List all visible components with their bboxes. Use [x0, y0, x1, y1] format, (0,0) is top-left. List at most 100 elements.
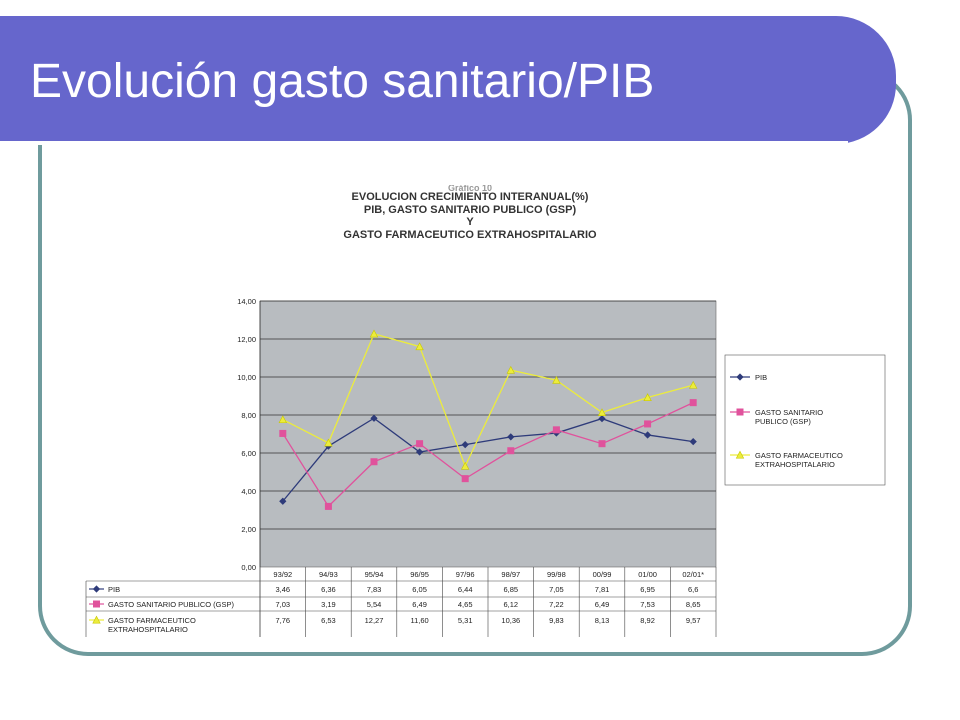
title-bar: Evolución gasto sanitario/PIB [0, 16, 896, 145]
table-row-label: GASTO FARMACEUTICO [108, 616, 196, 625]
data-point-pib [370, 414, 378, 422]
table-value: 6,12 [503, 600, 518, 609]
data-point-gsp [598, 440, 606, 448]
table-value: 7,76 [275, 616, 290, 625]
x-category-label: 94/93 [319, 570, 338, 579]
data-point-pib [643, 431, 652, 439]
series-line-farmaceutico [282, 333, 694, 468]
chart-title-line-4: GASTO FARMACEUTICO EXTRAHOSPITALARIO [343, 228, 597, 241]
x-category-label: 95/94 [365, 570, 384, 579]
data-point-pib [598, 414, 606, 423]
series-line-pib [282, 417, 694, 502]
data-point-pib [415, 448, 424, 456]
data-point-pib [92, 585, 101, 593]
table-value: 11,60 [410, 616, 428, 625]
data-point-farmaceutico [735, 450, 745, 459]
title-underline [0, 141, 848, 145]
table-value: 9,83 [549, 616, 564, 625]
x-category-label: 96/95 [410, 570, 429, 579]
data-point-pib [507, 433, 515, 441]
data-point-farmaceutico [460, 461, 470, 470]
table-value: 12,27 [365, 616, 384, 625]
data-point-farmaceutico [506, 365, 516, 374]
table-value: 9,57 [686, 616, 701, 625]
table-value: 8,65 [686, 600, 701, 609]
legend-box [724, 354, 886, 486]
data-point-gsp [370, 458, 378, 466]
y-tick-label: 6,00 [241, 449, 256, 458]
y-tick-label: 0,00 [241, 563, 256, 572]
data-point-gsp [416, 440, 424, 448]
table-value: 6,85 [503, 585, 518, 594]
table-value: 6,49 [412, 600, 427, 609]
data-point-gsp [93, 600, 101, 608]
table-value: 7,53 [640, 600, 655, 609]
data-point-pib [736, 373, 744, 381]
data-point-gsp [552, 426, 560, 434]
data-point-gsp [461, 475, 469, 483]
table-value: 5,54 [367, 600, 382, 609]
x-category-label: 93/92 [273, 570, 292, 579]
x-category-label: 97/96 [456, 570, 475, 579]
y-tick-label: 8,00 [241, 411, 256, 420]
table-value: 6,95 [640, 585, 655, 594]
x-category-label: 99/98 [547, 570, 566, 579]
table-value: 10,36 [501, 616, 520, 625]
table-value: 8,13 [595, 616, 610, 625]
legend-label: EXTRAHOSPITALARIO [755, 460, 835, 469]
table-value: 6,49 [595, 600, 610, 609]
chart-title-line-3: Y [466, 216, 474, 228]
data-point-farmaceutico [278, 415, 288, 424]
table-value: 7,83 [367, 585, 382, 594]
table-value: 3,19 [321, 600, 336, 609]
table-row-label: GASTO SANITARIO PUBLICO (GSP) [108, 600, 234, 609]
y-tick-label: 12,00 [237, 335, 256, 344]
table-value: 8,92 [640, 616, 655, 625]
y-tick-label: 2,00 [241, 525, 256, 534]
y-tick-label: 4,00 [241, 487, 256, 496]
data-point-farmaceutico [415, 342, 424, 351]
y-tick-label: 10,00 [237, 373, 256, 382]
plot-area [259, 300, 717, 568]
chart-title-line-1: EVOLUCION CRECIMIENTO INTERANUAL(%) [351, 191, 589, 203]
y-tick-label: 14,00 [237, 297, 256, 306]
table-value: 7,22 [549, 600, 564, 609]
table-row-label: PIB [108, 585, 120, 594]
table-value: 7,03 [275, 600, 290, 609]
x-category-label: 01/00 [638, 570, 657, 579]
data-point-farmaceutico [552, 375, 561, 384]
series-line-gsp [282, 402, 694, 508]
table-value: 5,31 [458, 616, 473, 625]
table-value: 6,05 [412, 585, 427, 594]
table-value: 6,53 [321, 616, 336, 625]
x-category-label: 00/99 [593, 570, 612, 579]
data-point-gsp [644, 420, 652, 428]
table-row-label: EXTRAHOSPITALARIO [108, 625, 188, 634]
table-value: 3,46 [275, 585, 290, 594]
data-point-pib [279, 497, 287, 505]
legend-label: GASTO FARMACEUTICO [755, 451, 843, 460]
data-point-pib [689, 437, 697, 446]
table-value: 6,6 [688, 585, 698, 594]
legend-label: PUBLICO (GSP) [755, 417, 811, 426]
data-point-gsp [279, 429, 287, 437]
data-point-farmaceutico [688, 380, 698, 389]
x-category-label: 02/01* [682, 570, 704, 579]
data-point-farmaceutico [597, 408, 607, 417]
chart-figure-label: Gráfico 10 [447, 185, 493, 191]
data-point-gsp [324, 502, 332, 510]
data-point-gsp [507, 447, 515, 455]
table-value: 6,44 [458, 585, 473, 594]
data-point-pib [461, 441, 469, 449]
slide-title: Evolución gasto sanitario/PIB [30, 55, 655, 108]
chart-title: Gráfico 10 EVOLUCION CRECIMIENTO INTERAN… [280, 185, 660, 241]
data-point-farmaceutico [643, 393, 652, 402]
data-point-farmaceutico [92, 615, 101, 624]
data-point-farmaceutico [324, 438, 333, 447]
table-value: 7,05 [549, 585, 564, 594]
x-category-label: 98/97 [501, 570, 520, 579]
chart-title-line-2: PIB, GASTO SANITARIO PUBLICO (GSP) [363, 203, 577, 216]
legend-label: PIB [755, 373, 767, 382]
data-point-farmaceutico [369, 329, 379, 338]
